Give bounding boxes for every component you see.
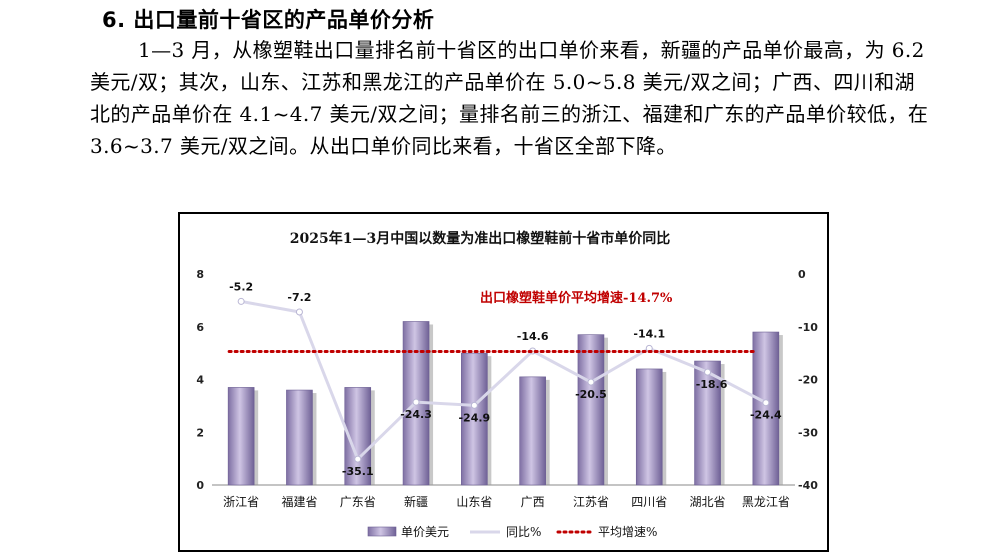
yoy-data-label: -18.6: [696, 378, 728, 391]
left-tick-label: 4: [196, 374, 204, 387]
yoy-line: [240, 299, 767, 462]
yoy-data-label: -20.5: [575, 388, 607, 401]
category-label: 四川省: [631, 495, 667, 509]
left-tick-label: 2: [196, 426, 204, 439]
yoy-point: [587, 378, 595, 386]
yoy-data-label: -24.4: [750, 409, 782, 422]
yoy-point: [412, 398, 420, 406]
average-annotation: 出口橡塑鞋单价平均增速-14.7%: [480, 290, 673, 306]
left-tick-label: 8: [196, 268, 204, 281]
category-label: 广东省: [340, 495, 376, 509]
yoy-data-label: -7.2: [287, 291, 311, 304]
price-yoy-chart: 2025年1—3月中国以数量为准出口橡塑鞋前十省市单价同比 0 2 4 6 8 0 -10…: [196, 230, 818, 539]
data-labels: -5.2 -7.2 -35.1 -24.3 -24.9 -14.6 -20.5 -14.1 -1…: [229, 280, 782, 478]
chart-frame: 2025年1—3月中国以数量为准出口橡塑鞋前十省市单价同比 0 2 4 6 8 0 -10…: [178, 212, 829, 552]
yoy-data-label: -24.3: [400, 408, 432, 421]
price-bar: [344, 387, 372, 486]
yoy-data-label: -5.2: [229, 280, 253, 293]
right-tick-label: 0: [798, 268, 806, 281]
chart-title: 2025年1—3月中国以数量为准出口橡塑鞋前十省市单价同比: [290, 230, 670, 247]
price-bar: [577, 334, 605, 486]
right-tick-label: -20: [798, 374, 818, 387]
yoy-point: [295, 308, 303, 316]
legend-swatch-price: [367, 526, 397, 537]
right-tick-label: -40: [798, 479, 818, 492]
legend-label-price: 单价美元: [401, 525, 449, 539]
category-label: 新疆: [404, 494, 428, 509]
category-label: 江苏省: [573, 495, 609, 509]
left-tick-label: 6: [196, 321, 204, 334]
analysis-paragraph: 1—3 月，从橡塑鞋出口量排名前十省区的出口单价来看，新疆的产品单价最高，为 6…: [90, 38, 929, 158]
category-label: 山东省: [456, 495, 492, 509]
yoy-point: [470, 401, 478, 409]
right-tick-label: -10: [798, 321, 818, 334]
price-bar: [461, 352, 488, 486]
yoy-data-label: -14.6: [517, 330, 549, 343]
left-tick-label: 0: [196, 479, 204, 492]
category-label: 湖北省: [690, 494, 726, 509]
category-label: 福建省: [281, 494, 317, 509]
left-axis-ticks: 0 2 4 6 8: [196, 268, 204, 492]
section-heading: 6. 出口量前十省区的产品单价分析: [102, 8, 435, 32]
price-bar: [694, 360, 721, 486]
yoy-data-label: -14.1: [633, 327, 665, 340]
yoy-data-label: -35.1: [342, 465, 374, 478]
price-bar: [286, 389, 313, 486]
yoy-point: [704, 368, 712, 376]
price-bar: [635, 368, 663, 486]
category-label: 广西: [521, 495, 545, 509]
legend-label-yoy: 同比%: [506, 525, 541, 539]
chart-legend: 单价美元 同比% 平均增速%: [367, 525, 657, 539]
price-bar: [227, 387, 255, 486]
right-axis-ticks: 0 -10 -20 -30 -40: [798, 268, 818, 492]
category-label: 黑龙江省: [742, 495, 790, 509]
yoy-line-series: [237, 297, 770, 463]
yoy-point: [237, 297, 245, 305]
yoy-point: [762, 399, 770, 407]
category-label: 浙江省: [223, 495, 259, 509]
yoy-point: [354, 455, 362, 463]
yoy-data-label: -24.9: [458, 411, 490, 424]
price-bar: [752, 331, 780, 486]
category-labels: 浙江省 福建省 广东省 新疆 山东省 广西 江苏省 四川省 湖北省 黑龙江省: [223, 494, 790, 509]
bar-series: [227, 321, 783, 486]
right-tick-label: -30: [798, 426, 818, 439]
legend-label-average: 平均增速%: [598, 525, 657, 539]
price-bar: [519, 376, 546, 486]
